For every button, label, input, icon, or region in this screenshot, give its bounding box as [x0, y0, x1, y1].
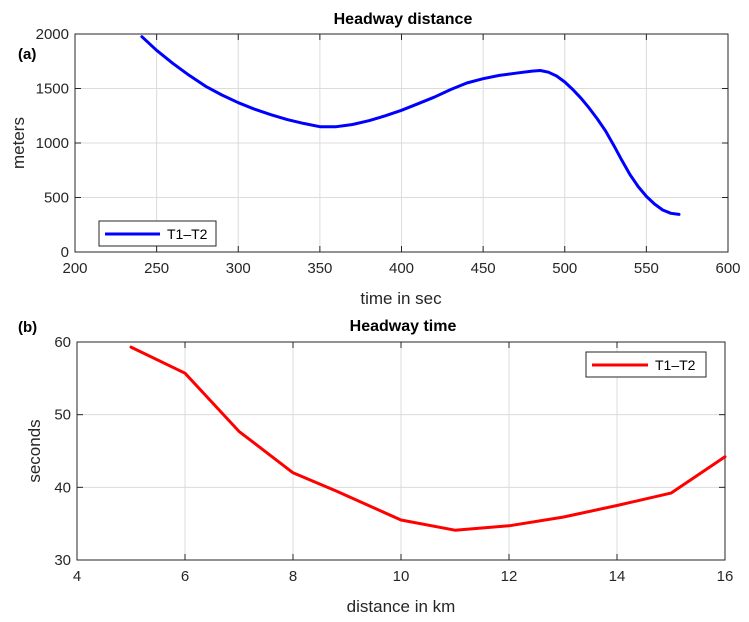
- x-tick-label: 600: [715, 260, 740, 277]
- legend-b: T1–T2: [585, 351, 707, 378]
- panel-label-b: (b): [18, 319, 37, 336]
- y-tick-label: 2000: [36, 26, 69, 43]
- headway-time-chart: (b) Headway time 4 6 8 10 12 14 16 30 40 50 60 di…: [18, 318, 733, 616]
- x-tick-label: 8: [289, 568, 297, 585]
- x-tick-label: 10: [393, 568, 410, 585]
- legend-a: T1–T2: [98, 220, 217, 247]
- x-tick-label: 16: [717, 568, 734, 585]
- legend-label-a: T1–T2: [167, 226, 208, 242]
- grid-a: [74, 33, 729, 253]
- y-tick-label: 30: [54, 552, 71, 569]
- x-tick-label: 400: [389, 260, 414, 277]
- y-tick-label: 1500: [36, 81, 69, 98]
- y-axis-label-a: meters: [9, 117, 28, 169]
- x-tick-label: 300: [226, 260, 251, 277]
- panel-label-a: (a): [18, 46, 36, 63]
- series-a: [140, 35, 681, 216]
- x-tick-label: 6: [181, 568, 189, 585]
- x-tick-label: 200: [62, 260, 87, 277]
- x-tick-label: 12: [501, 568, 518, 585]
- y-tick-label: 500: [44, 190, 69, 207]
- x-tick-label: 4: [73, 568, 81, 585]
- series-line-b-0: [129, 345, 727, 532]
- series-line-a-0: [140, 35, 681, 216]
- y-tick-label: 50: [54, 407, 71, 424]
- headway-distance-chart: (a) Headway distance 200 250 300 350 400 450 5…: [9, 11, 741, 308]
- x-tick-label: 550: [634, 260, 659, 277]
- x-tick-label: 14: [609, 568, 626, 585]
- legend-label-b: T1–T2: [655, 357, 696, 373]
- chart-title-a: Headway distance: [334, 11, 473, 28]
- series-b: [129, 345, 727, 532]
- x-axis-label-b: distance in km: [347, 597, 456, 616]
- y-tick-label: 60: [54, 334, 71, 351]
- y-tick-label: 1000: [36, 135, 69, 152]
- x-tick-label: 250: [144, 260, 169, 277]
- x-tick-label: 450: [471, 260, 496, 277]
- x-tick-label: 500: [552, 260, 577, 277]
- chart-title-b: Headway time: [350, 318, 457, 335]
- x-ticks-b: 4 6 8 10 12 14 16: [73, 342, 734, 585]
- x-axis-label-a: time in sec: [360, 289, 442, 308]
- x-tick-label: 350: [307, 260, 332, 277]
- y-tick-label: 0: [61, 244, 69, 261]
- x-ticks-a: 200 250 300 350 400 450 500 550 600: [62, 34, 741, 277]
- y-ticks-a: 0 500 1000 1500 2000: [36, 26, 728, 261]
- y-tick-label: 40: [54, 479, 71, 496]
- y-axis-label-b: seconds: [25, 419, 44, 482]
- y-ticks-b: 30 40 50 60: [54, 334, 725, 569]
